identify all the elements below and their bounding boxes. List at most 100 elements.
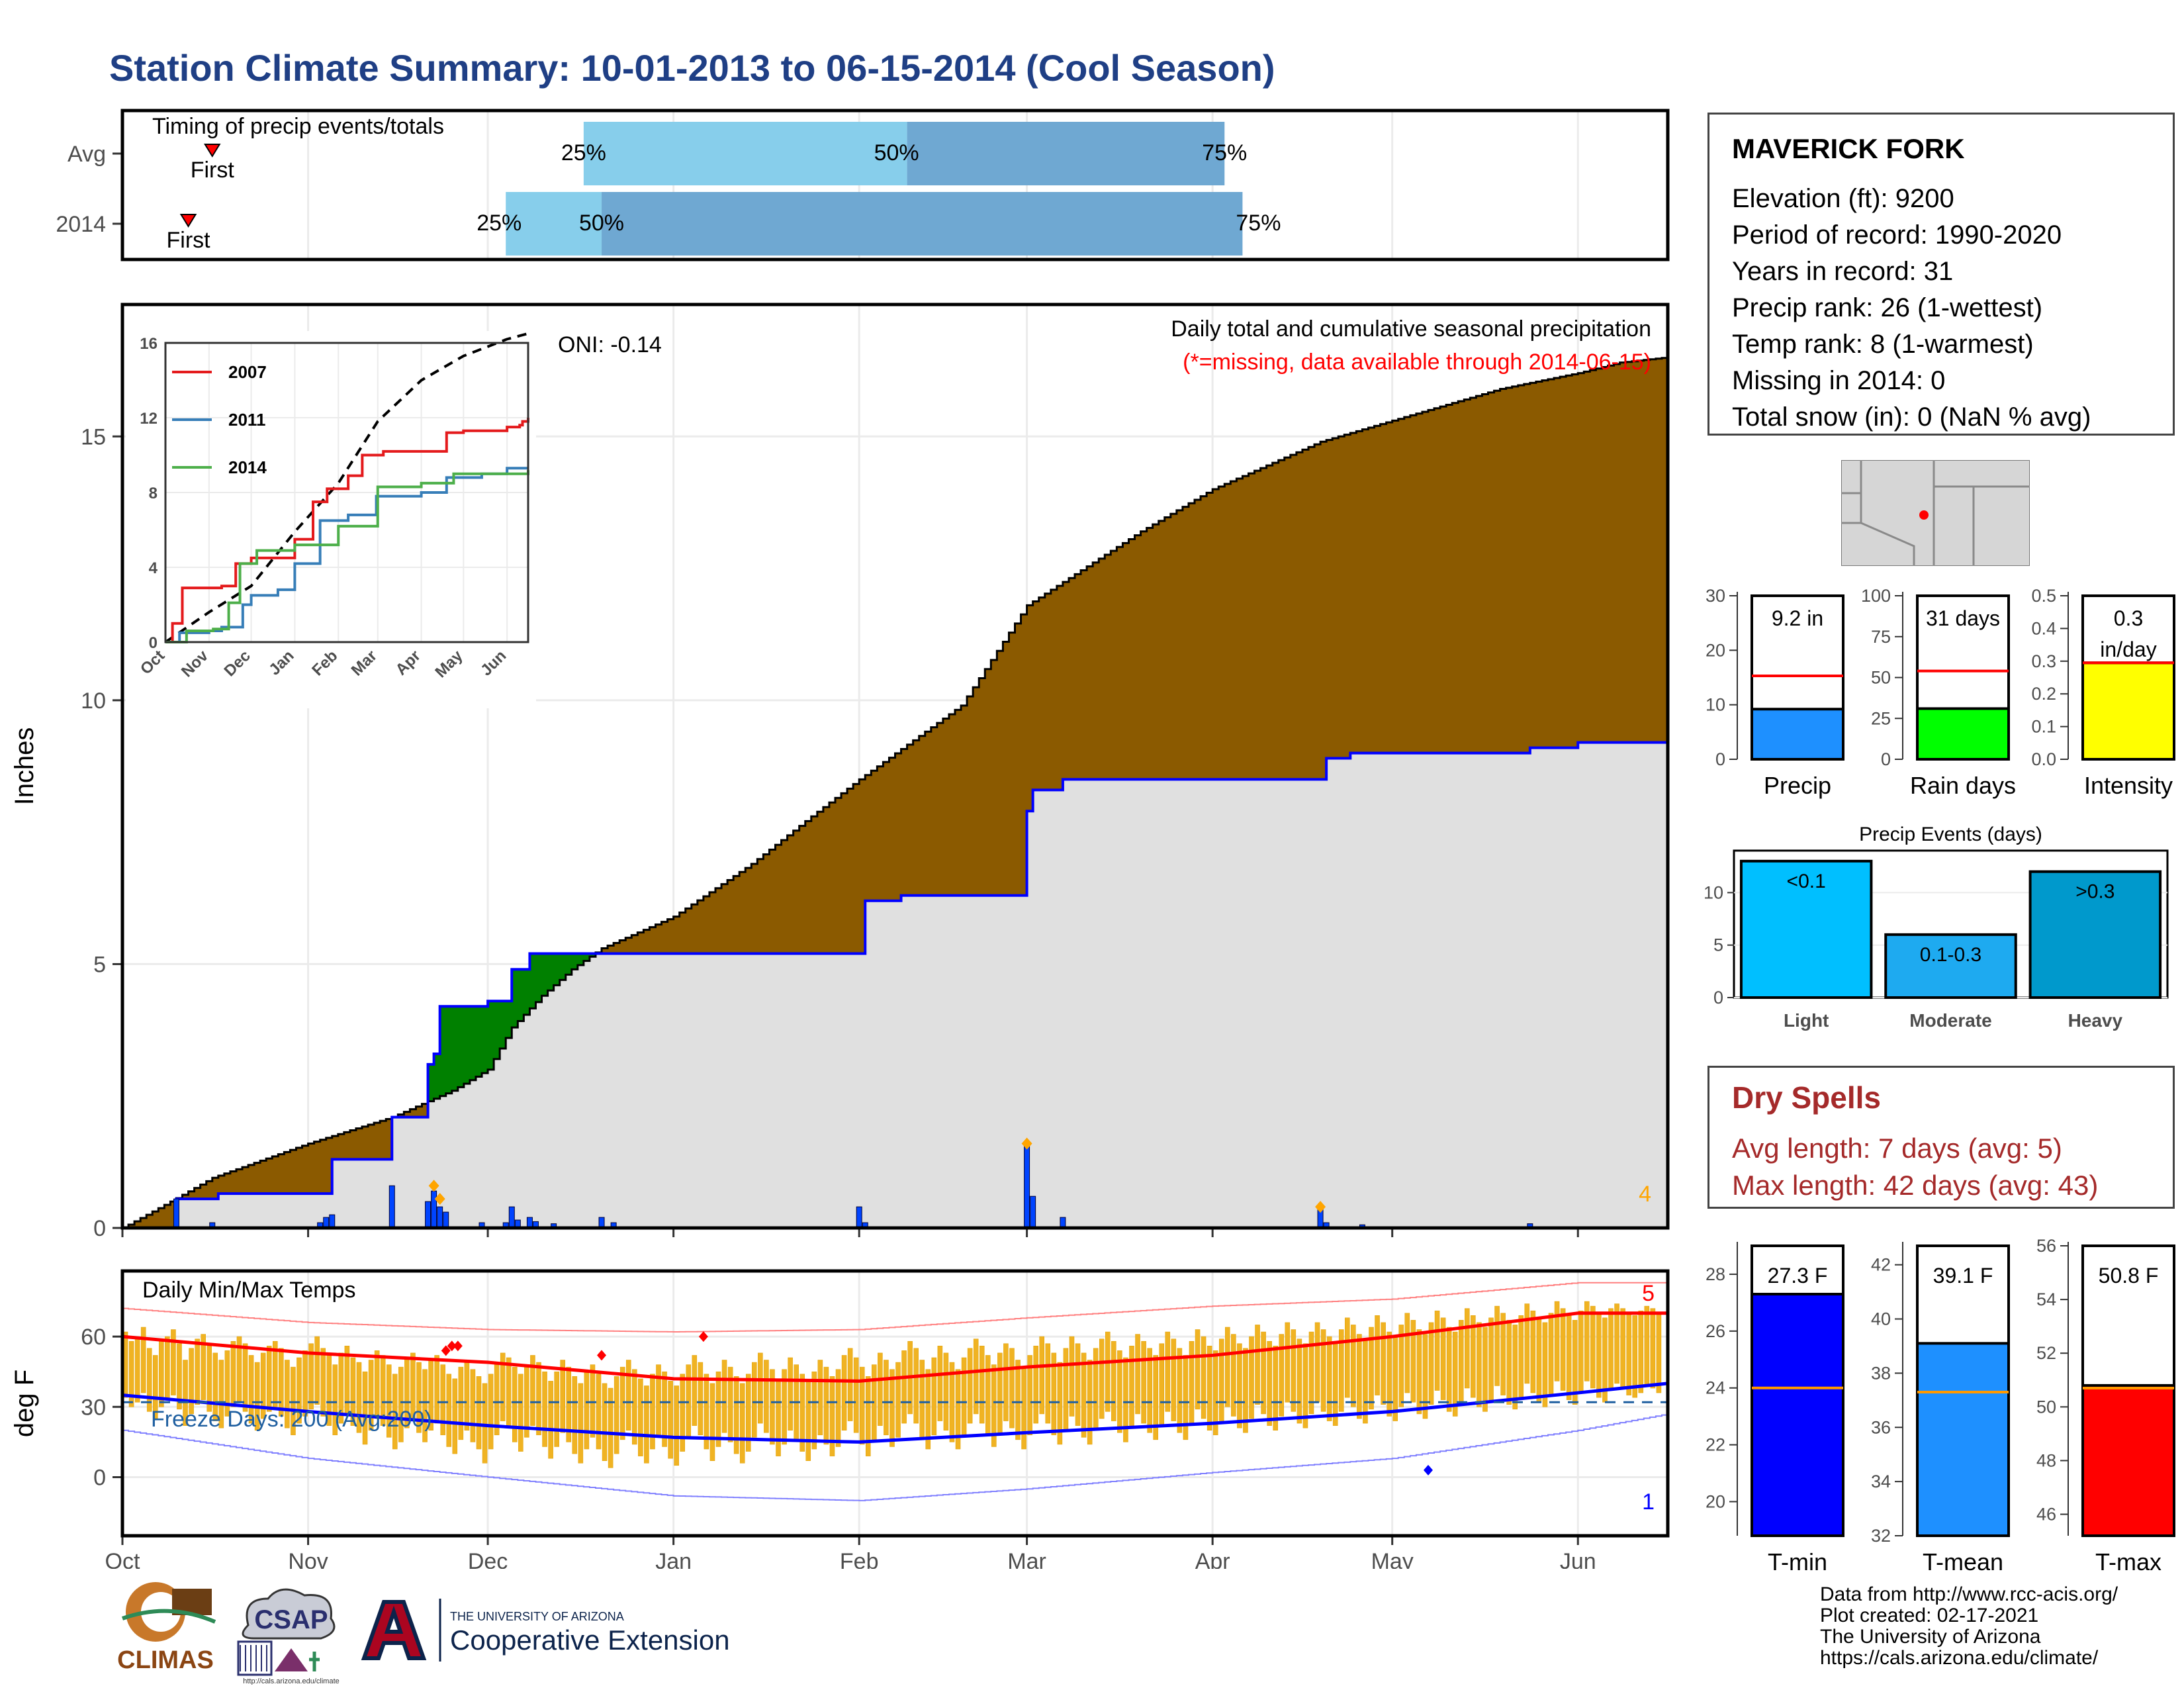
tbar-tick-label: 50 <box>2036 1397 2056 1417</box>
credit-university: The University of Arizona <box>1820 1626 2041 1648</box>
event-label: First <box>191 158 235 183</box>
daily-temp-bar <box>817 1360 823 1436</box>
dry-spells-max: Max length: 42 days (avg: 43) <box>1732 1170 2099 1201</box>
daily-temp-bar <box>146 1348 152 1412</box>
tbar-tick-label: 48 <box>2036 1450 2056 1470</box>
daily-temp-bar <box>1338 1329 1344 1412</box>
daily-temp-bar <box>1650 1308 1656 1389</box>
daily-temp-bar <box>997 1352 1003 1433</box>
record-marker <box>1021 1137 1032 1150</box>
daily-temp-bar <box>1009 1348 1015 1429</box>
tbar-tick-label: 20 <box>1706 1491 1725 1511</box>
daily-temp-bar <box>1434 1310 1440 1391</box>
daily-temp-bar <box>1345 1317 1350 1398</box>
daily-temp-bar <box>1596 1313 1602 1398</box>
daily-temp-bar <box>776 1378 781 1456</box>
y-tick-label: 15 <box>81 424 106 449</box>
daily-temp-bar <box>1261 1331 1266 1415</box>
daily-temp-bar <box>218 1360 224 1429</box>
daily-precip-bar <box>173 1198 179 1229</box>
average-max-line <box>122 1311 1668 1383</box>
x-tick-label: Oct <box>105 1549 140 1569</box>
daily-temp-bar <box>745 1374 751 1452</box>
daily-temp-bar <box>1590 1305 1596 1389</box>
daily-temp-bar <box>859 1366 865 1445</box>
record-min-line <box>122 1413 1668 1501</box>
tbar-T-min <box>1751 1293 1844 1537</box>
quantile-bar-50-75 <box>602 192 1243 256</box>
daily-temp-bar <box>596 1374 602 1450</box>
daily-temp-bar <box>1201 1336 1206 1419</box>
event-bar-text: <0.1 <box>1787 870 1826 892</box>
record-high-marker <box>453 1340 463 1352</box>
daily-temp-bar <box>752 1362 757 1438</box>
daily-temp-bar <box>1291 1329 1297 1412</box>
daily-temp-bar <box>823 1366 829 1445</box>
event-bar-text: >0.3 <box>2075 881 2115 903</box>
tbar-tick-label: 34 <box>1871 1472 1891 1491</box>
daily-temp-bar <box>1332 1340 1338 1426</box>
timing-border <box>120 109 1670 261</box>
cumulative-2014-area <box>122 742 1668 1228</box>
tbar-tick-label: 56 <box>2036 1236 2056 1256</box>
y-tick-label: 0 <box>93 1216 106 1241</box>
credit-data-source: Data from http://www.rcc-acis.org/ <box>1820 1583 2118 1605</box>
inset-border <box>164 342 529 643</box>
record-max-line <box>122 1282 1668 1333</box>
daily-temp-bar <box>554 1371 559 1447</box>
daily-temp-bar <box>296 1357 302 1424</box>
y-axis-label: Inches <box>10 727 39 806</box>
daily-temp-bar <box>1465 1308 1470 1389</box>
daily-temp-bar <box>1566 1315 1572 1400</box>
daily-temp-bar <box>625 1360 631 1430</box>
daily-temp-bar <box>715 1371 721 1447</box>
quantile-bar-25-50 <box>583 122 907 185</box>
daily-temp-bar <box>177 1343 182 1410</box>
x-tick-label: Jan <box>655 1549 692 1569</box>
daily-temp-bar <box>1302 1343 1308 1429</box>
daily-temp-bar <box>206 1346 212 1412</box>
daily-temp-bar <box>770 1369 775 1445</box>
mini-tick-label: 0.5 <box>2031 586 2056 606</box>
daily-temp-bar <box>201 1334 206 1400</box>
daily-temp-bar <box>1063 1348 1069 1430</box>
info-elevation: Elevation (ft): 9200 <box>1732 184 1954 213</box>
tbar-label: T-mean <box>1923 1548 2003 1575</box>
daily-temp-bar <box>1285 1322 1291 1403</box>
daily-temp-bar <box>1548 1313 1554 1395</box>
temp-border <box>120 1269 1670 1538</box>
daily-temp-bar <box>1165 1331 1171 1412</box>
record-high-count: 5 <box>1642 1281 1655 1306</box>
svg-text:CSAP: CSAP <box>254 1605 328 1634</box>
dry-spells-title: Dry Spells <box>1732 1080 1881 1115</box>
tbar-value: 39.1 F <box>1933 1264 1993 1288</box>
daily-temp-bar <box>302 1350 308 1417</box>
daily-temp-bar <box>985 1355 991 1436</box>
tbar-tick-label: 40 <box>1871 1309 1891 1329</box>
daily-precip-bar <box>431 1190 437 1229</box>
daily-temp-bar <box>632 1369 637 1445</box>
daily-precip-bar <box>856 1206 862 1229</box>
daily-temp-bar <box>1093 1348 1099 1430</box>
daily-temp-bar <box>128 1340 134 1407</box>
daily-temp-bar <box>1482 1327 1488 1412</box>
inset-series-2014 <box>165 470 529 643</box>
daily-temp-bar <box>656 1364 661 1438</box>
daily-temp-bar <box>248 1355 254 1424</box>
daily-temp-bar <box>1560 1308 1566 1391</box>
daily-temp-bar <box>560 1360 565 1433</box>
x-tick-label: Jun <box>1560 1549 1596 1569</box>
event-label: Moderate <box>1909 1010 1991 1031</box>
daily-temp-bar <box>1129 1346 1134 1429</box>
quantile-bar-50-75 <box>907 122 1225 185</box>
daily-temp-bar <box>1554 1301 1560 1382</box>
inset-legend-label: 2014 <box>228 457 267 477</box>
daily-temp-bar <box>1225 1327 1230 1407</box>
daily-temp-bar <box>470 1369 476 1442</box>
daily-temp-bar <box>709 1383 715 1461</box>
x-tick-label: Dec <box>468 1549 508 1569</box>
mini-tick-label: 0.1 <box>2031 717 2056 737</box>
daily-temp-bar <box>1542 1322 1548 1407</box>
daily-temp-bar <box>961 1357 967 1436</box>
csap-logo: CSAP http://cals.arizona.edu/climate <box>237 1588 340 1685</box>
